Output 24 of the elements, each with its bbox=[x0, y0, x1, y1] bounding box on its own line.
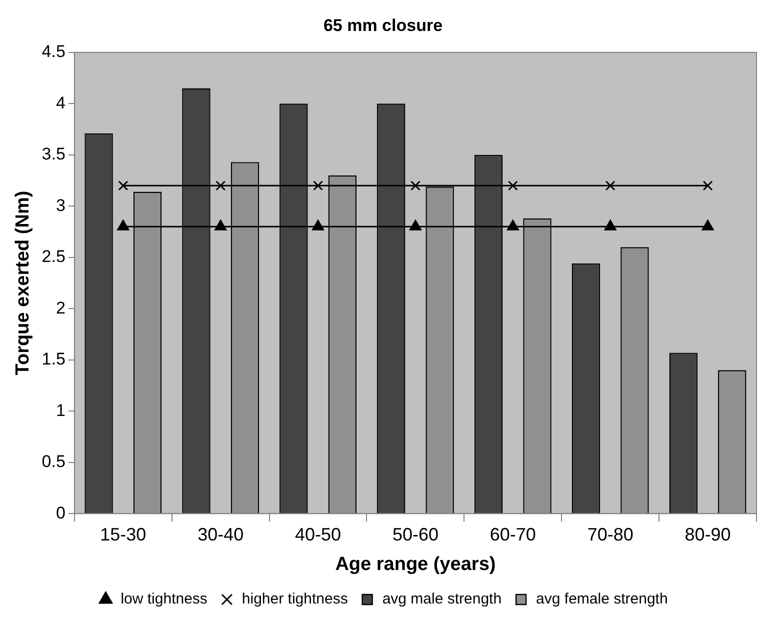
x-tick-label: 30-40 bbox=[198, 524, 244, 544]
x-tick-label: 70-80 bbox=[587, 524, 634, 544]
y-tick-label: 3.5 bbox=[42, 144, 66, 164]
y-tick-label: 1 bbox=[56, 400, 66, 420]
y-tick-label: 0 bbox=[56, 503, 66, 522]
x-tick-label: 15-30 bbox=[100, 524, 146, 544]
x-tick-label: 80-90 bbox=[684, 524, 731, 544]
y-tick-label: 4 bbox=[56, 93, 66, 112]
y-tick-label: 0.5 bbox=[42, 452, 66, 472]
chart-title: 65 mm closure bbox=[323, 16, 443, 35]
legend-label: low tightness bbox=[120, 590, 208, 608]
y-axis-title: Torque exerted (Nm) bbox=[12, 190, 34, 376]
y-tick-label: 1.5 bbox=[42, 350, 66, 369]
y-tick-label: 4.5 bbox=[42, 42, 66, 62]
y-tick-label: 2.5 bbox=[42, 247, 66, 266]
y-tick-label: 3 bbox=[56, 196, 66, 215]
x-tick-label: 40-50 bbox=[295, 524, 342, 544]
x-tick-label: 50-60 bbox=[392, 524, 438, 544]
legend-label: avg male strength bbox=[382, 590, 502, 608]
legend-label: higher tightness bbox=[242, 590, 348, 608]
x-axis-title: Age range (years) bbox=[335, 554, 496, 575]
x-tick-label: 60-70 bbox=[490, 524, 536, 544]
y-tick-label: 2 bbox=[56, 298, 66, 318]
legend-label: avg female strength bbox=[536, 590, 668, 608]
